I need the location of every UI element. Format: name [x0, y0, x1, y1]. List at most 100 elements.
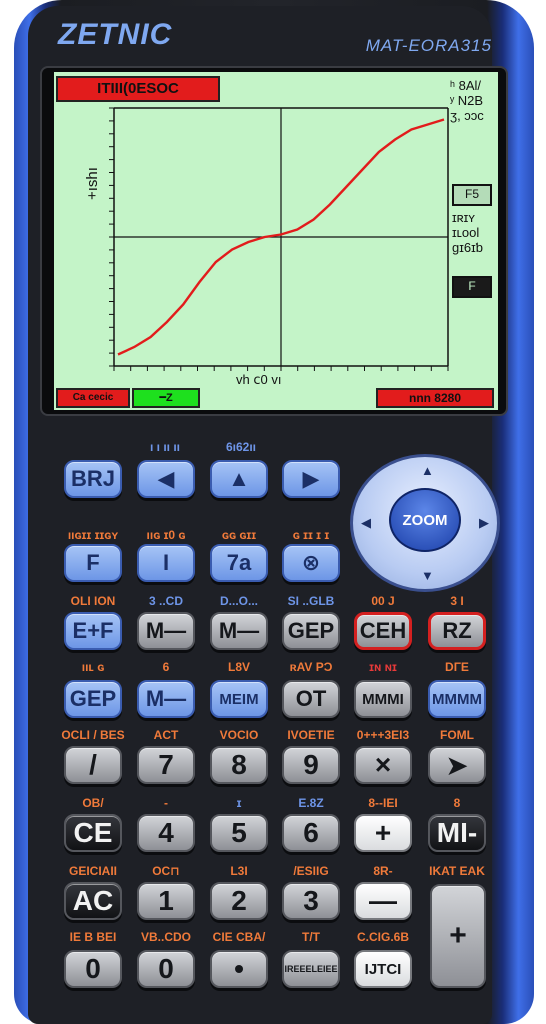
calc-key[interactable]: MMMM	[428, 680, 486, 718]
calc-key[interactable]: E+F	[64, 612, 122, 650]
calc-key[interactable]: 0	[137, 950, 195, 988]
graph-grid	[109, 107, 449, 371]
key-label: 8	[453, 796, 461, 810]
calc-key[interactable]: GEP	[282, 612, 340, 650]
key-label: OC⊓	[152, 864, 180, 878]
key-label: 6ı62ıı	[225, 440, 257, 454]
graph-curve	[117, 118, 445, 356]
calc-key[interactable]: 2	[210, 882, 268, 920]
calc-key[interactable]: ▶	[282, 460, 340, 498]
calc-key[interactable]: I	[137, 544, 195, 582]
key-label: E.8Z	[298, 796, 324, 810]
key-label: IE B BEI	[69, 930, 117, 944]
calc-key[interactable]: 5	[210, 814, 268, 852]
key-label: DΓE	[445, 660, 469, 674]
calc-key[interactable]: •	[210, 950, 268, 988]
key-label: ɪ	[236, 796, 242, 810]
key-label: 6	[162, 660, 170, 674]
side-box-f5: F5	[452, 184, 492, 206]
calc-key[interactable]: 9	[282, 746, 340, 784]
key-label: SI ..GLB	[287, 594, 335, 608]
calc-key[interactable]: 4	[137, 814, 195, 852]
key-label: IKAT EAK	[429, 864, 485, 878]
calc-key[interactable]: ×	[354, 746, 412, 784]
status-indicator-left: Ca cecic	[56, 388, 130, 408]
calc-key[interactable]: 7	[137, 746, 195, 784]
key-label: 8--IEI	[368, 796, 398, 810]
calc-key[interactable]: MEIM	[210, 680, 268, 718]
model-name: MAT-EORA315	[365, 36, 492, 55]
calc-key[interactable]: M—	[210, 612, 268, 650]
key-label: 00 J	[371, 594, 395, 608]
calc-key[interactable]: ◀	[137, 460, 195, 498]
key-label: ɢɢ ɢɪɪ	[221, 528, 257, 542]
calc-key[interactable]: 1	[137, 882, 195, 920]
calc-key[interactable]: MI-	[428, 814, 486, 852]
key-label: 3 ..CD	[148, 594, 183, 608]
key-label: /ESIIG	[293, 864, 329, 878]
key-label: OCLI / BES	[61, 728, 125, 742]
brand-logo: ZETNIC	[58, 18, 173, 51]
side-line: ʰ 8Al/	[450, 78, 481, 93]
calc-key[interactable]: M—	[137, 612, 195, 650]
calc-key[interactable]: IREEELEIEE	[282, 950, 340, 988]
calc-key[interactable]: CE	[64, 814, 122, 852]
key-label: IVOETIE	[287, 728, 335, 742]
calc-key[interactable]: IJTCI	[354, 950, 412, 988]
graph-plot	[109, 107, 449, 371]
calc-key[interactable]: GEP	[64, 680, 122, 718]
side-line: ɪʀɪʏ	[452, 210, 476, 225]
side-line: ʒ, ɔɔc	[450, 108, 484, 123]
key-label: D...O...	[219, 594, 258, 608]
key-label: OB/	[82, 796, 104, 810]
key-label: ʀAV PƆ	[289, 660, 333, 674]
calc-key[interactable]: —	[354, 882, 412, 920]
dpad-left-icon[interactable]: ◀	[361, 515, 371, 530]
key-label: ɪɴ ɴɪ	[369, 660, 397, 674]
calc-key[interactable]: /	[64, 746, 122, 784]
calc-key[interactable]: M—	[137, 680, 195, 718]
side-text-mid: ɪʀɪʏ ɪʟool ɡɪ6ɪƅ	[452, 210, 483, 255]
key-label: T/T	[302, 930, 320, 944]
lcd-screen	[54, 72, 498, 410]
key-label: C.CIG.6B	[356, 930, 409, 944]
calc-key[interactable]: BRJ	[64, 460, 122, 498]
key-label: CIE CBA/	[212, 930, 266, 944]
calc-key[interactable]: +	[354, 814, 412, 852]
calc-key[interactable]: 7a	[210, 544, 268, 582]
calc-key[interactable]: ⊗	[282, 544, 340, 582]
key-label: -	[164, 796, 168, 810]
key-label: ııʟ ɢ	[81, 660, 105, 674]
key-label: ɢ ɪɪ ɪ ɪ	[292, 528, 330, 542]
side-line: ɡɪ6ɪƅ	[452, 240, 483, 255]
calc-key[interactable]: RZ	[428, 612, 486, 650]
dpad-down-icon[interactable]: ▼	[421, 568, 434, 583]
x-axis-label: vh ⅽ0 vı	[236, 372, 282, 387]
key-label: OLI ION	[70, 594, 116, 608]
plus-tall-key[interactable]: +	[430, 884, 486, 988]
key-label: VB..CDO	[140, 930, 191, 944]
calc-key[interactable]: 8	[210, 746, 268, 784]
status-indicator-green: ━Z	[132, 388, 200, 408]
key-label: ı ı ıı ıı	[149, 440, 180, 454]
key-label: GEICIAII	[68, 864, 117, 878]
screen-title: ITIII(0ESOC	[56, 76, 220, 102]
calc-key[interactable]: 0	[64, 950, 122, 988]
key-label: ACT	[153, 728, 179, 742]
calc-key[interactable]: F	[64, 544, 122, 582]
key-label: VOCIO	[219, 728, 259, 742]
calc-key[interactable]: ▲	[210, 460, 268, 498]
calc-key[interactable]: MMMI	[354, 680, 412, 718]
calc-key[interactable]: OT	[282, 680, 340, 718]
y-axis-label: +ıshı	[84, 167, 101, 200]
status-indicator-right: nnn 8280	[376, 388, 494, 408]
dpad-up-icon[interactable]: ▲	[421, 463, 434, 478]
calc-key[interactable]: ➤	[428, 746, 486, 784]
calc-key[interactable]: CEH	[354, 612, 412, 650]
dpad-right-icon[interactable]: ▶	[479, 515, 489, 530]
calc-key[interactable]: AC	[64, 882, 122, 920]
zoom-button[interactable]: ZOOM	[389, 488, 461, 552]
calc-key[interactable]: 3	[282, 882, 340, 920]
calc-key[interactable]: 6	[282, 814, 340, 852]
key-label: 0+++3EI3	[356, 728, 410, 742]
